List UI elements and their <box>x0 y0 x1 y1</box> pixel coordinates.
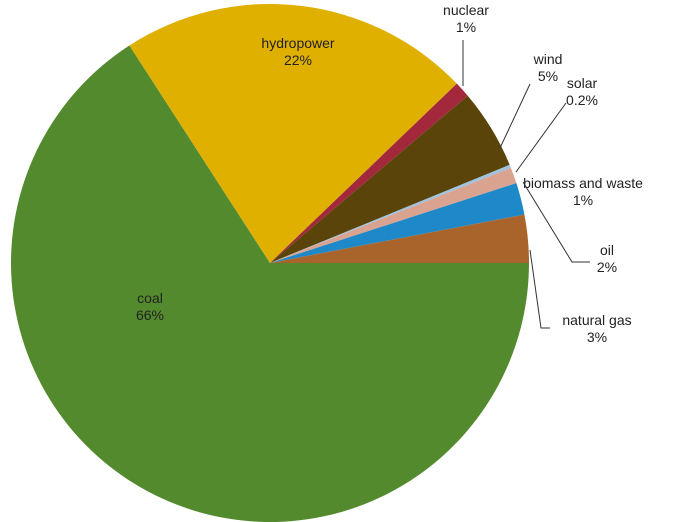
slice-label: natural gas <box>562 312 631 328</box>
slice-label: hydropower <box>261 35 334 51</box>
slice-label: wind <box>533 51 563 67</box>
slice-value-label: 66% <box>136 307 164 323</box>
slice-value-label: 2% <box>597 259 617 275</box>
slice-label: oil <box>600 242 614 258</box>
pie-slice <box>129 3 457 263</box>
pie-slice <box>270 95 510 263</box>
leader-line <box>529 249 550 329</box>
slice-value-label: 5% <box>538 68 558 84</box>
slice-label: solar <box>567 75 598 91</box>
slice-value-label: 22% <box>284 52 312 68</box>
slice-value-label: 0.2% <box>566 92 598 108</box>
pie-slice <box>270 183 525 263</box>
pie-slice <box>270 83 468 263</box>
slice-label: biomass and waste <box>523 175 643 191</box>
slice-value-label: 3% <box>587 329 607 345</box>
pie-slice <box>270 164 511 263</box>
slice-label: coal <box>137 290 163 306</box>
leader-line <box>522 181 590 263</box>
pie-slice <box>270 167 517 263</box>
leader-line <box>499 83 531 149</box>
leader-line <box>515 102 567 173</box>
slice-value-label: 1% <box>456 19 476 35</box>
slice-value-label: 1% <box>573 192 593 208</box>
pie-slice <box>270 214 529 263</box>
slice-label: nuclear <box>443 2 489 18</box>
pie-slice <box>11 45 529 522</box>
